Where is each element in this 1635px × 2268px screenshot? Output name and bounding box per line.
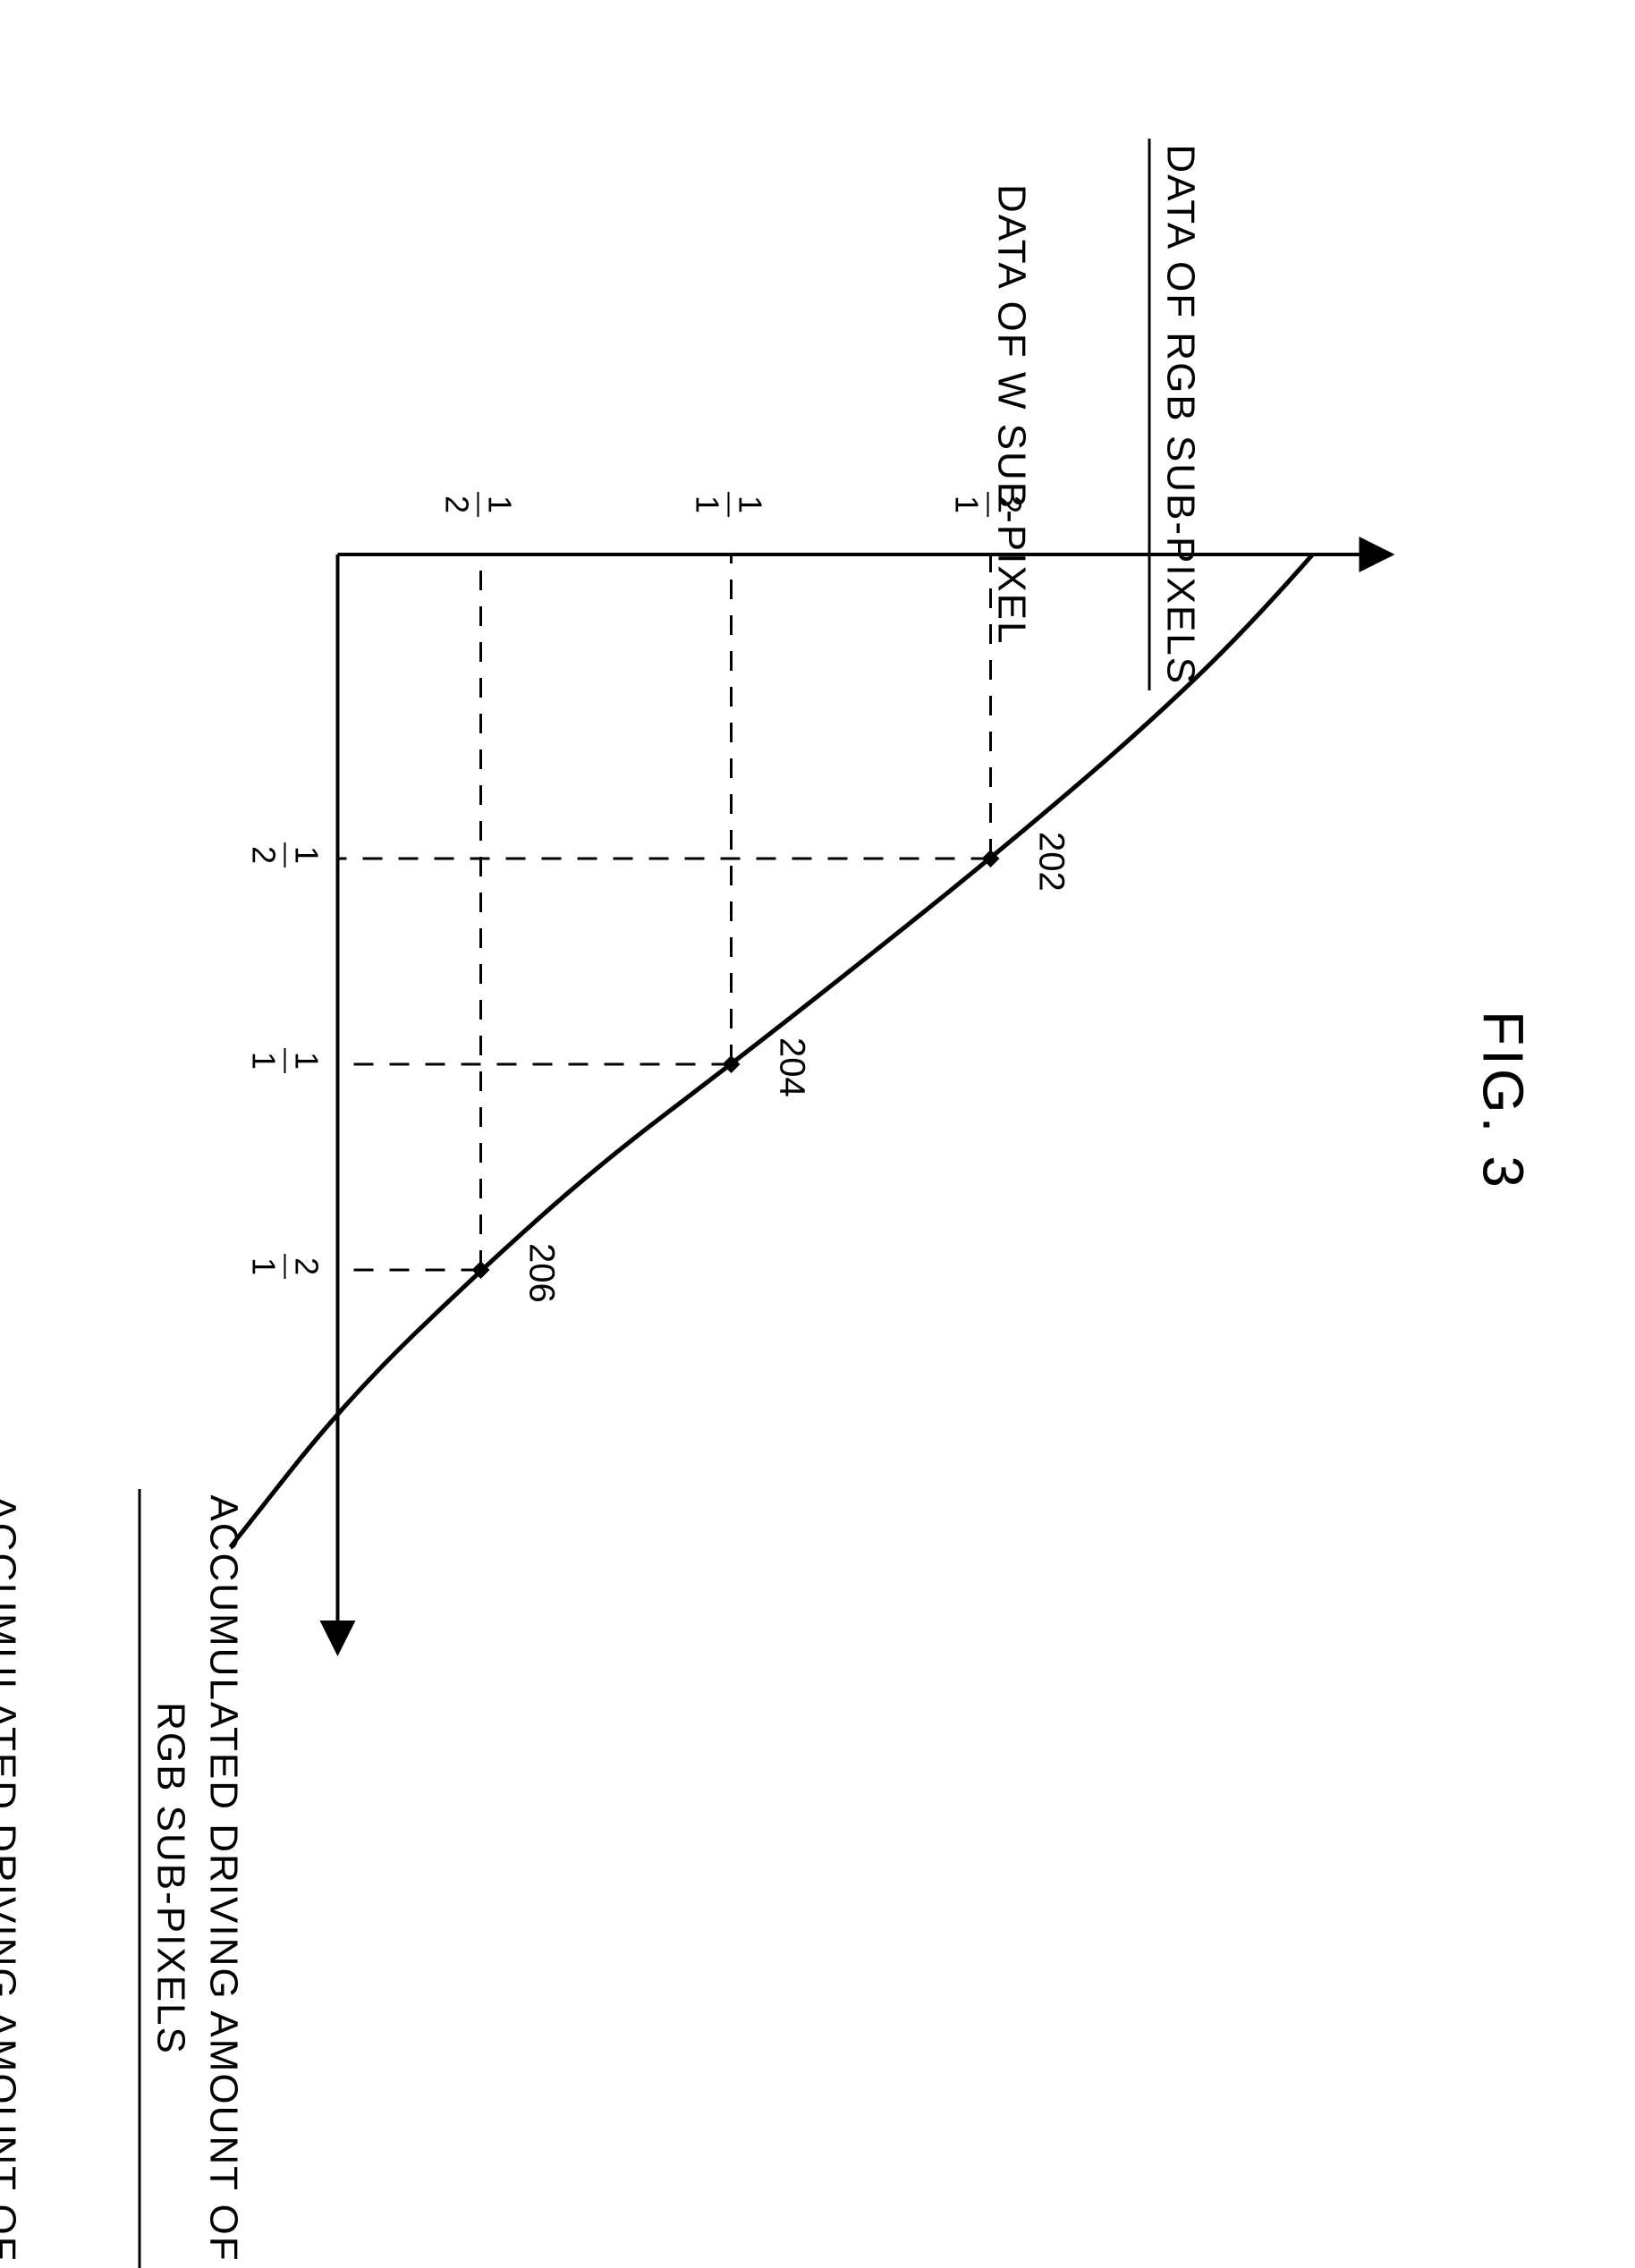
page-rotated: FIG. 3 DATA OF RGB SUB-PIXELS DATA OF W …: [0, 284, 1635, 1918]
y-tick-label: 21: [948, 492, 1029, 517]
x-tick-label: 12: [245, 842, 326, 867]
point-label: 204: [772, 1037, 812, 1097]
point-label: 202: [1031, 832, 1072, 892]
chart-svg: [0, 0, 1635, 2201]
y-tick-label: 11: [689, 492, 769, 517]
y-tick-label: 12: [438, 492, 519, 517]
x-tick-label: 21: [245, 1254, 326, 1279]
x-tick-label: 11: [245, 1048, 326, 1073]
point-label: 206: [521, 1243, 562, 1303]
chart-container: FIG. 3 DATA OF RGB SUB-PIXELS DATA OF W …: [0, 0, 1635, 2201]
